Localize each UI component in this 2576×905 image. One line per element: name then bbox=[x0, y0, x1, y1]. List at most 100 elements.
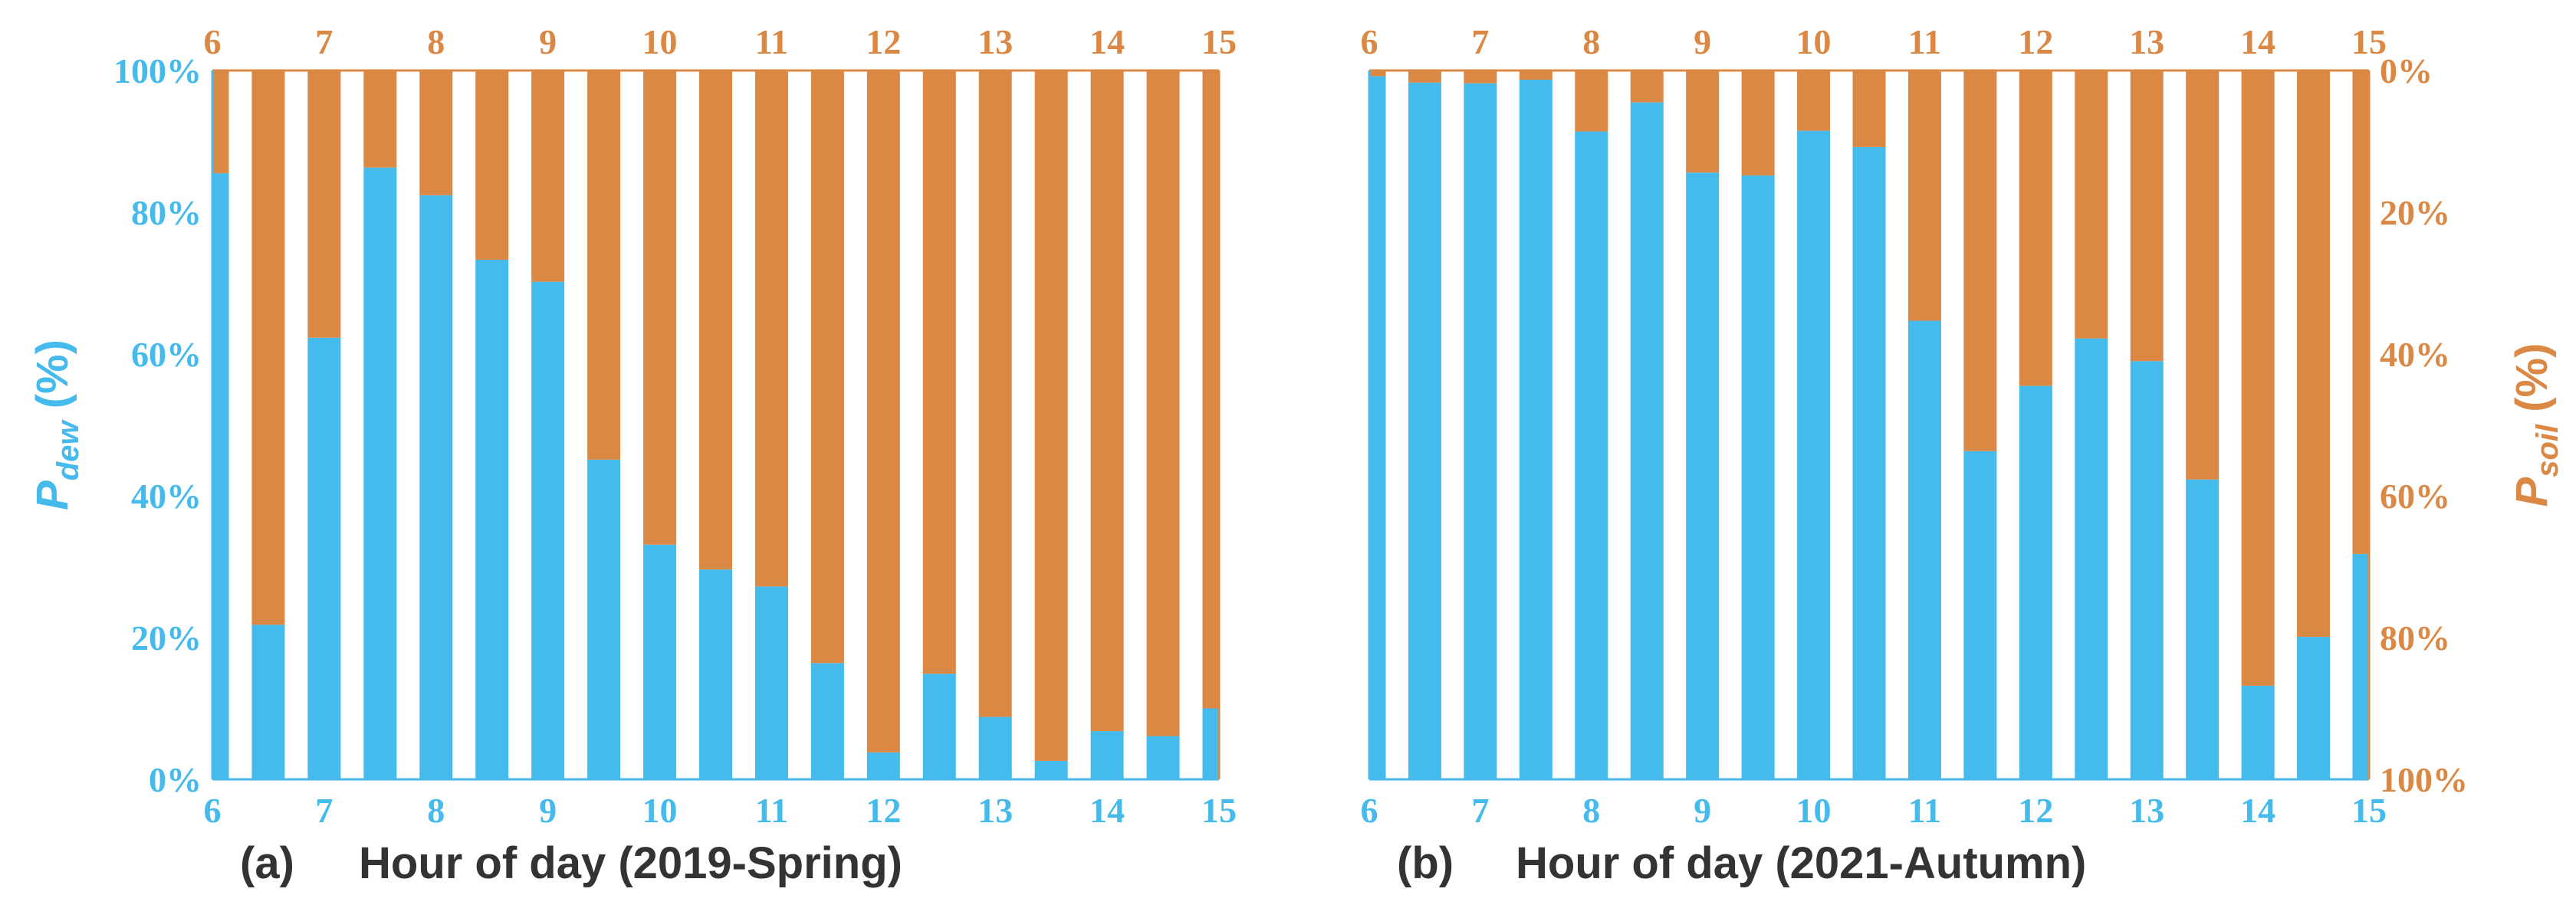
bar-dew bbox=[1519, 80, 1552, 779]
x-tick-label-bottom: 10 bbox=[1796, 791, 1832, 830]
bar-dew bbox=[1907, 320, 1941, 779]
x-tick-label-top: 12 bbox=[866, 22, 901, 61]
bar-soil bbox=[1741, 70, 1775, 175]
bar-soil bbox=[212, 70, 229, 174]
bar-dew bbox=[754, 586, 788, 779]
bar-soil bbox=[1519, 70, 1552, 80]
x-tick-label-bottom: 12 bbox=[866, 791, 901, 830]
x-tick-label-bottom: 13 bbox=[978, 791, 1013, 830]
bar-soil bbox=[1963, 70, 1997, 451]
bar-dew bbox=[2186, 479, 2220, 779]
bar-soil bbox=[754, 70, 788, 587]
bar-dew bbox=[363, 167, 397, 779]
bar-soil bbox=[1852, 70, 1886, 147]
bar-dew bbox=[1090, 731, 1124, 779]
bar-soil bbox=[2130, 70, 2164, 362]
y-tick-label-right: 100% bbox=[2380, 760, 2468, 799]
bar-dew bbox=[1575, 131, 1608, 779]
y-tick-label-right: 0% bbox=[2380, 51, 2433, 90]
bar-dew bbox=[1369, 76, 1386, 779]
bar-dew bbox=[1741, 175, 1775, 779]
x-tick-label-bottom: 14 bbox=[1089, 791, 1125, 830]
y-tick-label-left: 80% bbox=[131, 193, 202, 232]
x-tick-label-top: 14 bbox=[1089, 22, 1125, 61]
x-tick-label-top: 12 bbox=[2018, 22, 2053, 61]
bar-dew bbox=[1630, 102, 1664, 779]
x-tick-label-bottom: 11 bbox=[755, 791, 788, 830]
bar-soil bbox=[363, 70, 397, 168]
x-tick-label-top: 15 bbox=[1201, 22, 1237, 61]
x-tick-label-top: 10 bbox=[642, 22, 678, 61]
x-tick-label-bottom: 8 bbox=[1582, 791, 1600, 830]
x-tick-label-top: 7 bbox=[1471, 22, 1489, 61]
bar-dew bbox=[587, 459, 621, 779]
bars-group bbox=[212, 70, 1219, 779]
x-tick-label-bottom: 13 bbox=[2129, 791, 2164, 830]
bar-dew bbox=[2130, 361, 2164, 779]
x-tick-label-bottom: 8 bbox=[427, 791, 445, 830]
x-tick-label-top: 9 bbox=[539, 22, 557, 61]
bar-dew bbox=[2019, 385, 2052, 779]
bar-dew bbox=[1686, 172, 1720, 779]
x-tick-label-top: 14 bbox=[2240, 22, 2275, 61]
bar-soil bbox=[1575, 70, 1608, 132]
bar-soil bbox=[419, 70, 453, 195]
panel-label: (b) bbox=[1397, 838, 1454, 888]
bar-soil bbox=[1630, 70, 1664, 103]
bar-soil bbox=[643, 70, 677, 545]
y-tick-label-left: 20% bbox=[131, 618, 202, 657]
bar-dew bbox=[922, 674, 956, 779]
x-tick-label-bottom: 9 bbox=[539, 791, 557, 830]
x-tick-label-top: 10 bbox=[1796, 22, 1832, 61]
y-axis-title-right: Psoil (%) bbox=[2507, 343, 2564, 507]
x-tick-label-bottom: 7 bbox=[315, 791, 333, 830]
bar-dew bbox=[2297, 637, 2331, 779]
x-tick-label-top: 6 bbox=[1361, 22, 1378, 61]
x-tick-label-bottom: 14 bbox=[2240, 791, 2275, 830]
bar-soil bbox=[1090, 70, 1124, 732]
x-tick-label-bottom: 7 bbox=[1471, 791, 1489, 830]
bar-dew bbox=[531, 281, 565, 779]
bar-soil bbox=[1034, 70, 1068, 761]
x-tick-label-bottom: 11 bbox=[1908, 791, 1941, 830]
bar-soil bbox=[866, 70, 900, 753]
bar-soil bbox=[1464, 70, 1497, 84]
chart-panel-b: 667788991010111112121313141415150%20%40%… bbox=[1361, 22, 2565, 888]
bars-group bbox=[1369, 70, 2369, 779]
bar-soil bbox=[922, 70, 956, 674]
bar-dew bbox=[1963, 451, 1997, 779]
bar-dew bbox=[1202, 708, 1219, 779]
y-tick-label-left: 100% bbox=[113, 51, 202, 90]
bar-soil bbox=[1686, 70, 1720, 173]
x-tick-label-bottom: 10 bbox=[642, 791, 678, 830]
bar-soil bbox=[1797, 70, 1831, 131]
bar-dew bbox=[2241, 685, 2275, 779]
x-tick-label-top: 8 bbox=[1582, 22, 1600, 61]
x-tick-label-bottom: 6 bbox=[204, 791, 222, 830]
bar-dew bbox=[978, 716, 1012, 779]
x-tick-label-top: 8 bbox=[427, 22, 445, 61]
y-tick-label-right: 20% bbox=[2380, 193, 2450, 232]
bar-soil bbox=[1146, 70, 1180, 736]
bar-soil bbox=[2075, 70, 2108, 339]
x-tick-label-bottom: 9 bbox=[1694, 791, 1711, 830]
bar-dew bbox=[1034, 760, 1068, 779]
x-tick-label-top: 11 bbox=[1908, 22, 1941, 61]
bar-dew bbox=[419, 195, 453, 779]
y-tick-label-left: 40% bbox=[131, 477, 202, 516]
bar-soil bbox=[531, 70, 565, 282]
bar-soil bbox=[1907, 70, 1941, 321]
bar-dew bbox=[2075, 338, 2108, 779]
x-axis-title: Hour of day (2019-Spring) bbox=[359, 838, 902, 888]
bar-dew bbox=[1852, 146, 1886, 779]
bar-soil bbox=[587, 70, 621, 460]
chart-panel-a: 6 6 7 7 8 8 9 9 10 10 11 11 12 12 13 13 14 14 15 15 0% 20% 40%… bbox=[28, 22, 1237, 888]
y-tick-label-left: 60% bbox=[131, 335, 202, 374]
bar-dew bbox=[2352, 553, 2369, 779]
y-tick-label-left: 0% bbox=[149, 760, 202, 799]
bar-soil bbox=[1202, 70, 1219, 709]
bar-dew bbox=[475, 259, 509, 779]
bar-dew bbox=[866, 752, 900, 779]
bar-dew bbox=[1464, 83, 1497, 779]
